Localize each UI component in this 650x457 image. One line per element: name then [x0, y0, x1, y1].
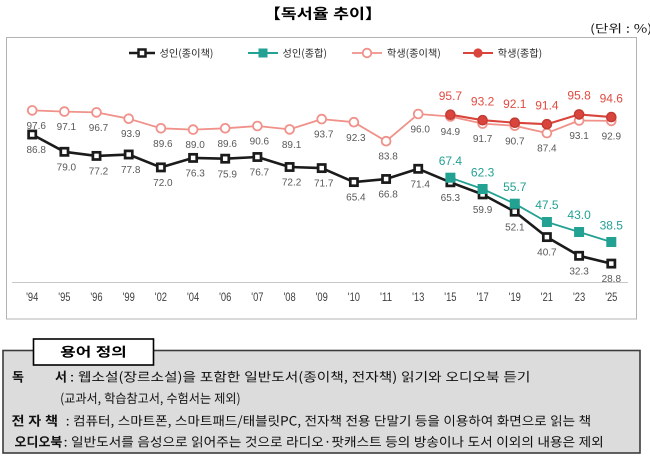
- svg-text:59.9: 59.9: [473, 205, 493, 216]
- svg-text:86.8: 86.8: [26, 145, 46, 156]
- svg-text:94.9: 94.9: [441, 127, 461, 138]
- svg-text:'19: '19: [509, 290, 521, 304]
- svg-text:93.7: 93.7: [314, 130, 334, 141]
- svg-text:93.9: 93.9: [121, 129, 141, 140]
- svg-text:89.6: 89.6: [153, 139, 173, 150]
- svg-text:52.1: 52.1: [505, 222, 525, 233]
- svg-text:'04: '04: [187, 290, 200, 304]
- svg-text:83.8: 83.8: [378, 152, 398, 163]
- svg-text:93.1: 93.1: [569, 131, 589, 142]
- svg-text:76.3: 76.3: [185, 168, 205, 179]
- svg-text:92.9: 92.9: [602, 132, 622, 143]
- svg-text:90.6: 90.6: [250, 137, 270, 148]
- svg-text:47.5: 47.5: [535, 198, 559, 212]
- svg-text:65.4: 65.4: [346, 193, 366, 204]
- svg-text:92.1: 92.1: [503, 97, 527, 111]
- svg-text:95.7: 95.7: [439, 89, 463, 103]
- svg-text:'02: '02: [155, 290, 167, 304]
- svg-text:90.7: 90.7: [505, 136, 525, 147]
- svg-text:87.4: 87.4: [537, 144, 557, 155]
- svg-text:'23: '23: [573, 290, 586, 304]
- svg-text:72.2: 72.2: [282, 178, 302, 189]
- svg-text:93.2: 93.2: [471, 95, 495, 109]
- svg-text:'10: '10: [348, 290, 361, 304]
- svg-text:'08: '08: [284, 290, 297, 304]
- svg-text:43.0: 43.0: [567, 208, 591, 222]
- svg-text:89.0: 89.0: [185, 140, 205, 151]
- svg-text:'25: '25: [605, 290, 618, 304]
- svg-text:92.3: 92.3: [346, 133, 366, 144]
- svg-text:28.8: 28.8: [602, 274, 622, 285]
- svg-text:'06: '06: [219, 290, 232, 304]
- svg-text:89.1: 89.1: [282, 140, 302, 151]
- svg-text:72.0: 72.0: [153, 178, 173, 189]
- svg-text:75.9: 75.9: [217, 169, 237, 180]
- svg-text:91.4: 91.4: [535, 99, 559, 113]
- svg-text:91.7: 91.7: [473, 134, 493, 145]
- svg-text:38.5: 38.5: [600, 218, 624, 232]
- svg-text:67.4: 67.4: [439, 154, 463, 168]
- svg-text:'96: '96: [90, 290, 103, 304]
- svg-text:'17: '17: [477, 290, 489, 304]
- svg-text:77.8: 77.8: [121, 165, 141, 176]
- svg-text:'09: '09: [316, 290, 328, 304]
- svg-text:94.6: 94.6: [600, 91, 624, 105]
- svg-text:71.4: 71.4: [410, 179, 430, 190]
- svg-text:'94: '94: [26, 290, 39, 304]
- svg-text:65.3: 65.3: [441, 193, 461, 204]
- svg-text:77.2: 77.2: [89, 166, 109, 177]
- svg-text:97.6: 97.6: [26, 121, 46, 132]
- svg-text:62.3: 62.3: [471, 165, 495, 179]
- svg-text:97.1: 97.1: [57, 122, 77, 133]
- svg-text:96.0: 96.0: [410, 125, 430, 136]
- svg-text:'07: '07: [251, 290, 263, 304]
- svg-text:'11: '11: [380, 290, 392, 304]
- svg-text:'99: '99: [123, 290, 135, 304]
- svg-text:76.7: 76.7: [250, 168, 270, 179]
- svg-text:'13: '13: [412, 290, 425, 304]
- svg-text:96.7: 96.7: [89, 123, 109, 134]
- svg-text:89.6: 89.6: [217, 139, 237, 150]
- svg-text:95.8: 95.8: [567, 89, 591, 103]
- svg-text:'21: '21: [541, 290, 553, 304]
- svg-text:'15: '15: [444, 290, 457, 304]
- svg-text:79.0: 79.0: [57, 162, 77, 173]
- svg-text:'95: '95: [58, 290, 71, 304]
- svg-text:71.7: 71.7: [314, 179, 334, 190]
- svg-text:66.8: 66.8: [378, 190, 398, 201]
- svg-text:55.7: 55.7: [503, 180, 527, 194]
- svg-text:40.7: 40.7: [537, 248, 557, 259]
- svg-text:32.3: 32.3: [569, 266, 589, 277]
